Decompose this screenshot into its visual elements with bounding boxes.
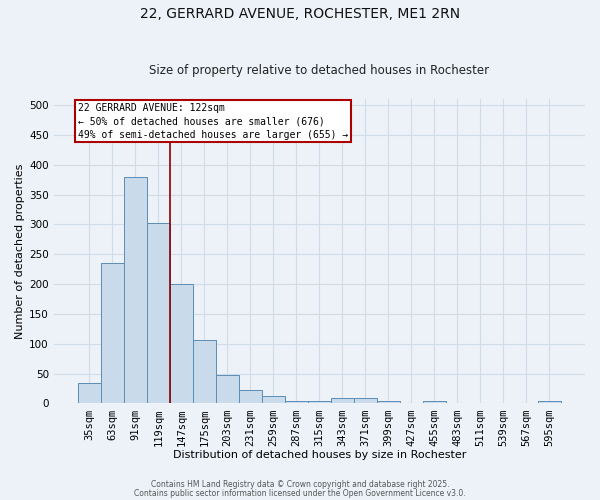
Bar bbox=[308, 401, 331, 404]
Text: 22, GERRARD AVENUE, ROCHESTER, ME1 2RN: 22, GERRARD AVENUE, ROCHESTER, ME1 2RN bbox=[140, 8, 460, 22]
Bar bbox=[193, 340, 216, 404]
Bar bbox=[239, 390, 262, 404]
Bar bbox=[354, 398, 377, 404]
Text: Contains public sector information licensed under the Open Government Licence v3: Contains public sector information licen… bbox=[134, 488, 466, 498]
Title: Size of property relative to detached houses in Rochester: Size of property relative to detached ho… bbox=[149, 64, 490, 77]
Bar bbox=[423, 401, 446, 404]
Bar bbox=[78, 382, 101, 404]
Bar bbox=[262, 396, 285, 404]
Bar bbox=[216, 375, 239, 404]
Bar bbox=[331, 398, 354, 404]
X-axis label: Distribution of detached houses by size in Rochester: Distribution of detached houses by size … bbox=[173, 450, 466, 460]
Bar bbox=[538, 401, 561, 404]
Bar bbox=[170, 284, 193, 404]
Text: 22 GERRARD AVENUE: 122sqm
← 50% of detached houses are smaller (676)
49% of semi: 22 GERRARD AVENUE: 122sqm ← 50% of detac… bbox=[78, 103, 348, 140]
Bar bbox=[147, 223, 170, 404]
Bar bbox=[377, 401, 400, 404]
Bar bbox=[124, 176, 147, 404]
Bar bbox=[101, 263, 124, 404]
Bar bbox=[285, 401, 308, 404]
Y-axis label: Number of detached properties: Number of detached properties bbox=[15, 164, 25, 339]
Text: Contains HM Land Registry data © Crown copyright and database right 2025.: Contains HM Land Registry data © Crown c… bbox=[151, 480, 449, 489]
